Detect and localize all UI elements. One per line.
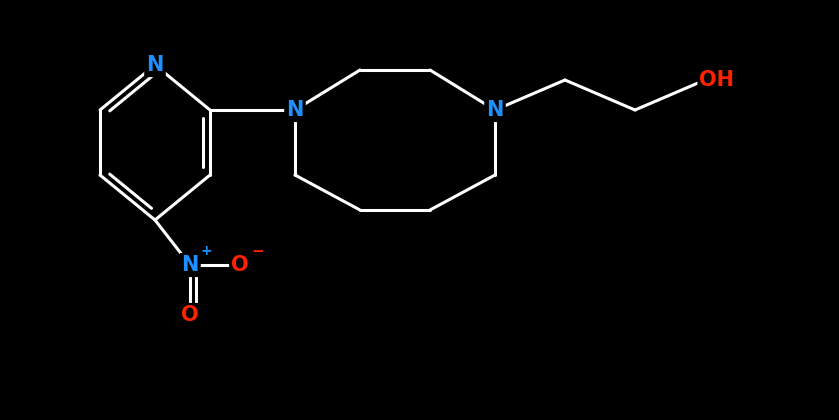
Text: N: N — [487, 100, 503, 120]
Text: +: + — [201, 244, 211, 258]
Text: O: O — [181, 305, 199, 325]
Text: −: − — [252, 244, 264, 258]
Text: OH: OH — [700, 70, 734, 90]
Text: N: N — [286, 100, 304, 120]
Text: N: N — [181, 255, 199, 275]
Text: N: N — [146, 55, 164, 75]
Text: O: O — [232, 255, 249, 275]
